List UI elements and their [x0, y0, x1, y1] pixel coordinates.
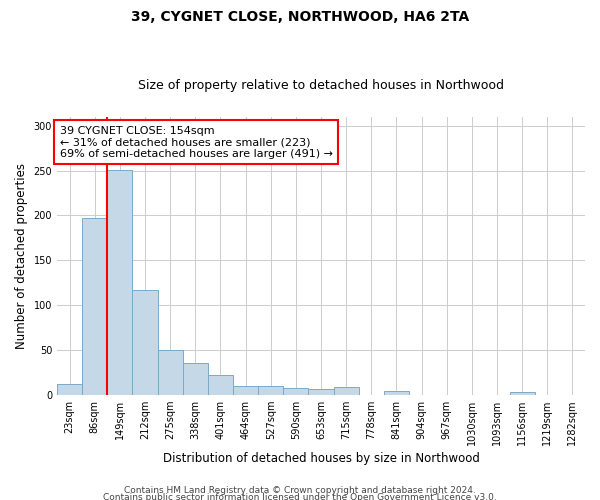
Bar: [258, 386, 283, 394]
Bar: [384, 391, 409, 394]
Bar: [233, 386, 258, 394]
Bar: [133, 290, 158, 395]
Text: Contains HM Land Registry data © Crown copyright and database right 2024.: Contains HM Land Registry data © Crown c…: [124, 486, 476, 495]
Bar: [183, 364, 208, 394]
Bar: [283, 388, 308, 394]
Bar: [82, 218, 107, 394]
Y-axis label: Number of detached properties: Number of detached properties: [15, 162, 28, 348]
Title: Size of property relative to detached houses in Northwood: Size of property relative to detached ho…: [138, 79, 504, 92]
Text: 39 CYGNET CLOSE: 154sqm
← 31% of detached houses are smaller (223)
69% of semi-d: 39 CYGNET CLOSE: 154sqm ← 31% of detache…: [59, 126, 332, 159]
Bar: [107, 170, 133, 394]
Bar: [57, 384, 82, 394]
Bar: [509, 392, 535, 394]
Bar: [334, 386, 359, 394]
Text: 39, CYGNET CLOSE, NORTHWOOD, HA6 2TA: 39, CYGNET CLOSE, NORTHWOOD, HA6 2TA: [131, 10, 469, 24]
X-axis label: Distribution of detached houses by size in Northwood: Distribution of detached houses by size …: [163, 452, 479, 465]
Bar: [208, 375, 233, 394]
Bar: [308, 390, 334, 394]
Text: Contains public sector information licensed under the Open Government Licence v3: Contains public sector information licen…: [103, 494, 497, 500]
Bar: [158, 350, 183, 395]
